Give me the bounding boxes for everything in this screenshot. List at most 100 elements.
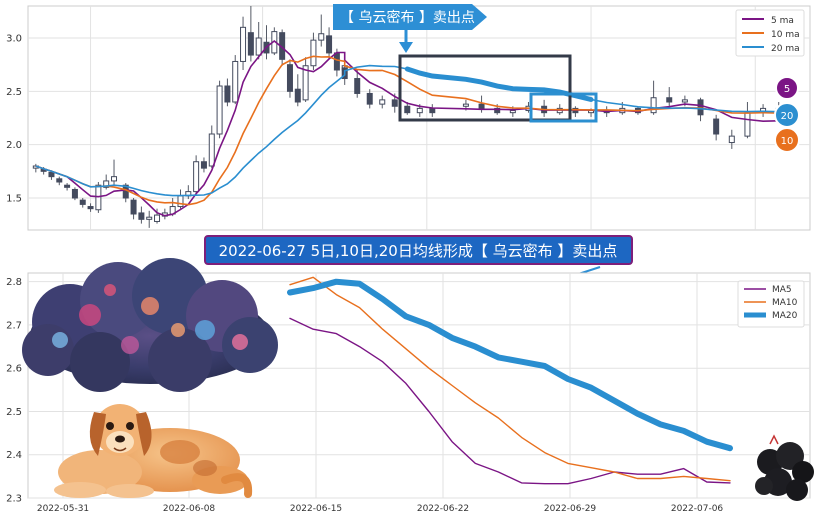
candle-body <box>240 26 247 62</box>
bottom-x-tick-label: 2022-06-15 <box>290 504 342 514</box>
bottom-x-tick-label: 2022-05-31 <box>37 504 89 514</box>
legend-label-5ma: 5 ma <box>771 16 794 26</box>
dark-cloud-icon <box>755 434 814 501</box>
top-ma20-line <box>35 64 779 197</box>
top-y-tick-label: 1.5 <box>6 194 22 205</box>
candle-body <box>64 184 71 188</box>
candle-body <box>728 135 735 144</box>
candle-body <box>103 180 110 188</box>
bottom-y-tick-label: 2.8 <box>6 277 22 288</box>
candle-body <box>286 64 293 92</box>
candle-body <box>146 216 153 220</box>
candle-body <box>79 199 86 205</box>
candle-body <box>366 92 373 105</box>
dog-illustration <box>54 404 253 498</box>
badge-5-circle <box>775 76 799 100</box>
candle-body <box>681 99 688 103</box>
candle-body <box>200 161 207 169</box>
candle-body <box>87 206 94 210</box>
candle-body <box>294 88 301 103</box>
legend-label-10ma: 10 ma <box>771 30 800 40</box>
candle-body <box>462 103 469 107</box>
top-legend: 5 ma 10 ma 20 ma <box>735 9 805 57</box>
breakdown-highlight-box <box>529 92 598 123</box>
candle-body <box>224 85 231 103</box>
bottom-y-tick-label: 2.6 <box>6 364 22 375</box>
candle-body <box>71 188 78 199</box>
candle-body <box>48 171 55 178</box>
legend-label-20ma: 20 ma <box>771 44 800 54</box>
bottom-y-tick-label: 2.4 <box>6 450 22 461</box>
candle-body <box>713 118 720 135</box>
candle-body <box>354 78 361 94</box>
top-gridlines <box>28 6 810 230</box>
top-chart-panel: 1.5 2.0 2.5 3.0 【 乌云密布 】卖出点 5 ma 10 ma 20 m… <box>6 4 811 231</box>
candle-body <box>154 214 161 222</box>
dark-cloud-highlight-box <box>398 54 572 122</box>
candle-body <box>302 65 309 101</box>
candle-body <box>130 199 137 215</box>
top-annotation-arrow: 【 乌云密布 】卖出点 <box>333 4 487 53</box>
bottom-x-tick-label: 2022-07-06 <box>671 504 724 514</box>
top-plot-area <box>27 5 811 231</box>
bottom-y-tick-labels: 2.3 2.4 2.5 2.6 2.7 2.8 <box>6 277 22 504</box>
candle-body <box>111 176 118 182</box>
legend-label-ma20: MA20 <box>772 311 798 321</box>
candle-body <box>56 178 63 183</box>
candle-body <box>208 133 215 167</box>
candle-body <box>232 60 239 103</box>
candle-body <box>429 107 436 114</box>
top-ma10-line <box>35 55 779 206</box>
candle-body <box>744 112 751 137</box>
bottom-y-tick-label: 2.5 <box>6 407 22 418</box>
top-y-tick-label: 2.5 <box>6 87 22 98</box>
legend-label-ma5: MA5 <box>772 285 792 295</box>
bottom-x-tick-labels: 2022-05-31 2022-06-08 2022-06-15 2022-06-22… <box>37 504 724 514</box>
bottom-x-tick-label: 2022-06-29 <box>544 504 597 514</box>
candle-body <box>478 103 485 109</box>
bottom-ma10-line <box>289 276 731 482</box>
candle-body <box>193 161 200 193</box>
candle-body <box>177 195 184 208</box>
badge-10: 10 <box>781 136 794 147</box>
candle-body <box>326 35 333 54</box>
bottom-y-tick-label: 2.3 <box>6 494 22 505</box>
candle-body <box>404 105 411 114</box>
top-y-tick-label: 3.0 <box>6 34 22 45</box>
storm-cloud-icon <box>22 258 278 392</box>
candle-body <box>216 85 223 135</box>
badge-20: 20 <box>781 111 794 122</box>
candle-body <box>310 39 317 67</box>
candle-body <box>666 97 673 103</box>
top-annotation-label: 【 乌云密布 】卖出点 <box>340 9 475 26</box>
bottom-ma20-line <box>287 278 733 452</box>
candle-body <box>509 110 516 114</box>
candle-body <box>333 52 340 71</box>
candle-body <box>255 37 262 56</box>
badge-10-circle <box>774 127 800 153</box>
bottom-y-tick-label: 2.7 <box>6 320 22 331</box>
top-y-tick-labels: 1.5 2.0 2.5 3.0 <box>6 34 22 205</box>
bottom-x-tick-label: 2022-06-08 <box>163 504 216 514</box>
candle-body <box>379 99 386 105</box>
bottom-chart-panel: 2.32.42.52.62.72.8 2022-05-31 2022-06-08 2… <box>6 258 814 514</box>
bottom-ma5-line <box>289 317 731 485</box>
ma-badges: 5 20 10 <box>774 76 800 153</box>
candle-body <box>318 33 325 41</box>
candle-body <box>391 99 398 107</box>
bottom-ma-lines <box>287 276 733 485</box>
candle-body <box>138 212 145 220</box>
legend-label-ma10: MA10 <box>772 298 798 308</box>
candle-body <box>247 32 254 56</box>
candle-body <box>650 97 657 114</box>
title-banner: 2022-06-27 5日,10日,20日均线形成【 乌云密布 】卖出点 <box>204 235 633 284</box>
bottom-legend: MA5 MA10 MA20 <box>737 280 805 328</box>
candle-body <box>494 107 501 114</box>
badge-5: 5 <box>784 84 790 95</box>
bottom-title: 2022-06-27 5日,10日,20日均线形成【 乌云密布 】卖出点 <box>219 242 618 260</box>
candle-body <box>416 107 423 114</box>
bottom-x-tick-label: 2022-06-22 <box>417 504 469 514</box>
top-y-tick-label: 2.0 <box>6 140 22 151</box>
down-arrow-icon <box>399 42 413 53</box>
